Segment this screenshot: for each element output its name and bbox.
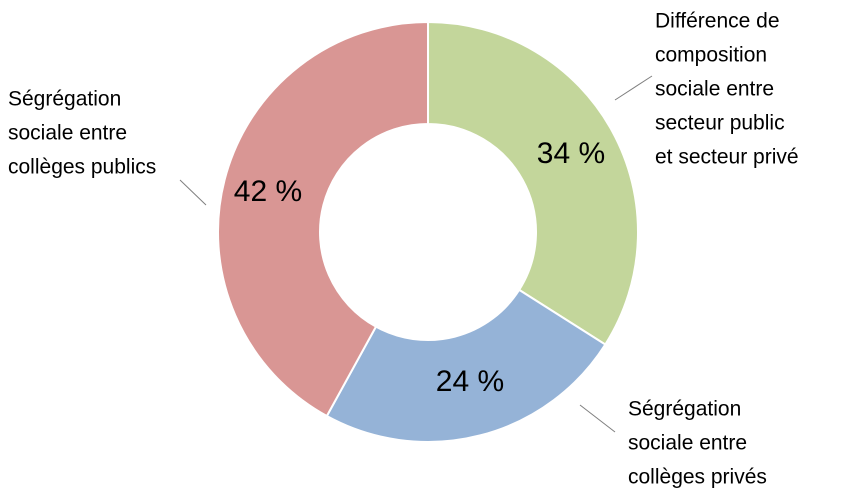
value-label: 34 % xyxy=(537,137,605,170)
category-label: sociale entre xyxy=(655,78,774,101)
donut-slice xyxy=(217,20,429,418)
donut-slice xyxy=(427,20,639,346)
category-label: secteur public xyxy=(655,112,785,135)
leader-line xyxy=(614,75,653,101)
leader-line xyxy=(179,179,207,206)
category-label: Ségrégation xyxy=(8,88,121,111)
category-label: et secteur privé xyxy=(655,146,799,169)
donut-slice xyxy=(325,288,607,443)
category-label: sociale entre xyxy=(8,122,127,145)
leader-line xyxy=(579,404,616,433)
category-label: collèges privés xyxy=(628,466,767,489)
value-label: 24 % xyxy=(436,365,504,398)
category-label: composition xyxy=(655,44,767,67)
value-label: 42 % xyxy=(234,175,302,208)
category-label: Ségrégation xyxy=(628,398,741,421)
category-label: sociale entre xyxy=(628,432,747,455)
category-label: Différence de xyxy=(655,10,780,33)
category-label: collèges publics xyxy=(8,156,156,179)
